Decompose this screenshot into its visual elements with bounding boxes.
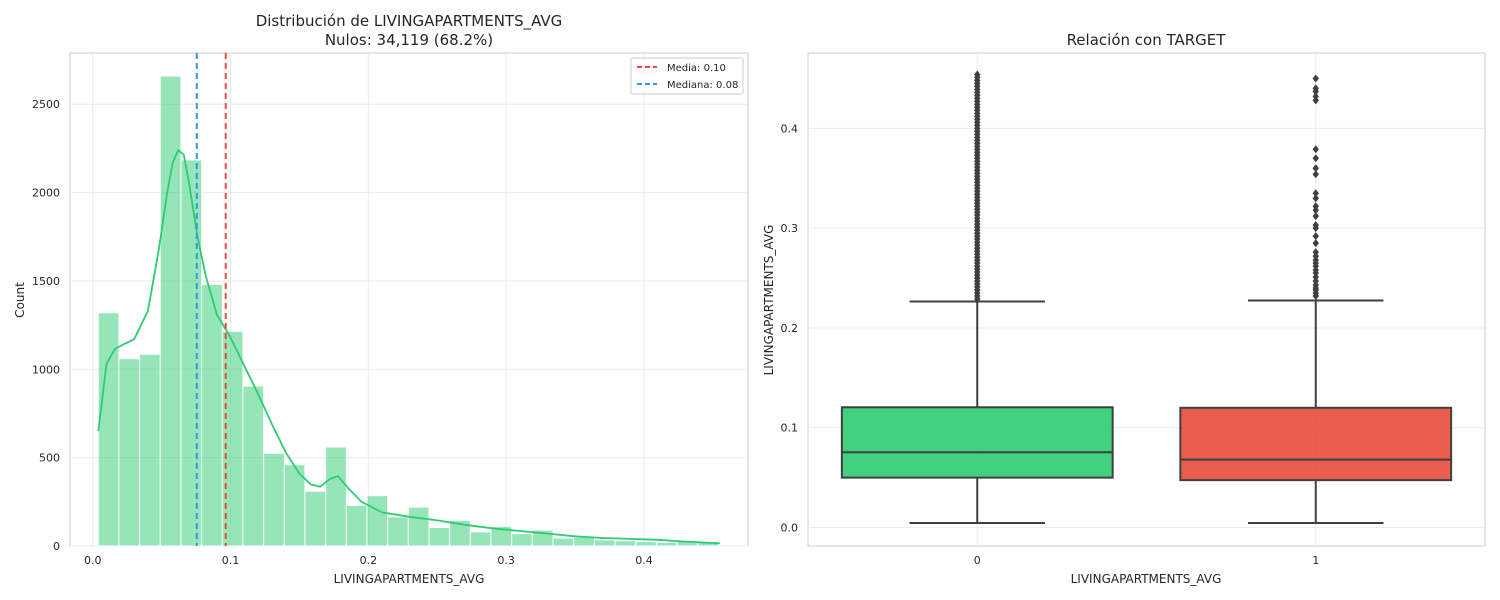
outlier-point — [1312, 194, 1319, 203]
kde-curve — [97, 148, 720, 545]
outlier-point — [1312, 145, 1319, 154]
outlier-point — [1312, 221, 1319, 230]
histogram-legend: Media: 0.10 Mediana: 0.08 — [630, 57, 744, 95]
outlier-point — [974, 70, 981, 79]
histogram-bar — [242, 385, 265, 547]
histogram-bar — [635, 541, 657, 547]
outlier-point — [1312, 92, 1319, 101]
histogram-bar — [469, 531, 492, 547]
box-body — [840, 406, 1114, 479]
x-tick-label: 0 — [974, 554, 981, 567]
histogram-subtitle: Nulos: 34,119 (68.2%) — [325, 31, 493, 49]
y-tick-label: 1000 — [32, 363, 60, 376]
x-tick-label: 1 — [1312, 554, 1319, 567]
histogram-bar — [552, 537, 575, 547]
histogram-bar — [304, 490, 327, 547]
histogram-bars — [97, 75, 719, 547]
histogram-bar — [593, 539, 616, 547]
histogram-bar — [573, 536, 595, 547]
boxplot-x-axis-label: LIVINGAPARTMENTS_AVG — [1071, 572, 1222, 586]
legend-mean-label: Media: 0.10 — [667, 63, 726, 74]
outlier-point — [1312, 84, 1319, 93]
histogram-reference-lines — [195, 53, 227, 546]
y-tick-label: 1500 — [32, 275, 60, 288]
y-tick-label: 2000 — [32, 187, 60, 200]
outlier-point — [1312, 232, 1319, 241]
histogram-x-ticks: 0.0 0.1 0.2 0.3 0.4 — [84, 554, 653, 567]
y-tick-label: 0.0 — [781, 522, 799, 535]
legend-median-label: Mediana: 0.08 — [667, 80, 738, 91]
histogram-bar — [118, 358, 141, 547]
histogram-bar — [159, 75, 182, 547]
outlier-point — [1312, 74, 1319, 83]
outlier-point — [1312, 154, 1319, 163]
y-tick-label: 0.1 — [781, 422, 799, 435]
boxplot-boxes — [840, 70, 1453, 525]
legend-box — [630, 57, 744, 95]
outlier-point — [1312, 239, 1319, 248]
y-tick-label: 0 — [53, 540, 60, 553]
x-tick-label: 0.0 — [84, 554, 102, 567]
y-tick-label: 500 — [39, 452, 60, 465]
histogram-bar — [139, 353, 161, 547]
y-tick-label: 2500 — [32, 98, 60, 111]
histogram-y-ticks: 0 500 1000 1500 2000 2500 — [32, 98, 60, 553]
boxplot-y-axis-label: LIVINGAPARTMENTS_AVG — [762, 225, 776, 376]
histogram-bar — [325, 446, 347, 547]
outlier-point — [1312, 189, 1319, 198]
histogram-bar — [614, 540, 637, 547]
box-0 — [840, 70, 1114, 525]
x-tick-label: 0.1 — [222, 554, 240, 567]
box-1 — [1179, 74, 1453, 525]
x-tick-label: 0.2 — [360, 554, 378, 567]
box-body — [1179, 406, 1453, 482]
y-tick-label: 0.4 — [781, 122, 799, 135]
outlier-point — [1312, 164, 1319, 173]
histogram-y-axis-label: Count — [13, 282, 27, 318]
histogram-bar — [655, 541, 678, 547]
histogram-bar — [263, 452, 285, 547]
y-tick-label: 0.3 — [781, 222, 799, 235]
y-tick-label: 0.2 — [781, 322, 799, 335]
x-tick-label: 0.4 — [635, 554, 653, 567]
histogram-bar — [345, 504, 368, 547]
outlier-point — [1312, 170, 1319, 179]
histogram-panel: 0.0 0.1 0.2 0.3 0.4 0 500 1000 1500 2000 2500 Dis… — [13, 12, 749, 586]
outlier-point — [1312, 248, 1319, 257]
histogram-bar — [511, 533, 533, 547]
histogram-bar — [180, 159, 203, 547]
x-tick-label: 0.3 — [497, 554, 515, 567]
histogram-bar — [387, 516, 409, 547]
histogram-bar — [428, 526, 451, 547]
histogram-x-axis-label: LIVINGAPARTMENTS_AVG — [334, 572, 485, 586]
boxplot-y-ticks: 0.0 0.1 0.2 0.3 0.4 — [781, 122, 799, 534]
outlier-point — [1312, 212, 1319, 221]
histogram-bar — [407, 506, 430, 547]
histogram-kde — [97, 148, 720, 545]
outlier-point — [1312, 202, 1319, 211]
boxplot-title: Relación con TARGET — [1067, 31, 1227, 49]
histogram-bar — [366, 495, 389, 547]
histogram-title: Distribución de LIVINGAPARTMENTS_AVG — [256, 12, 563, 31]
histogram-bar — [201, 283, 223, 547]
